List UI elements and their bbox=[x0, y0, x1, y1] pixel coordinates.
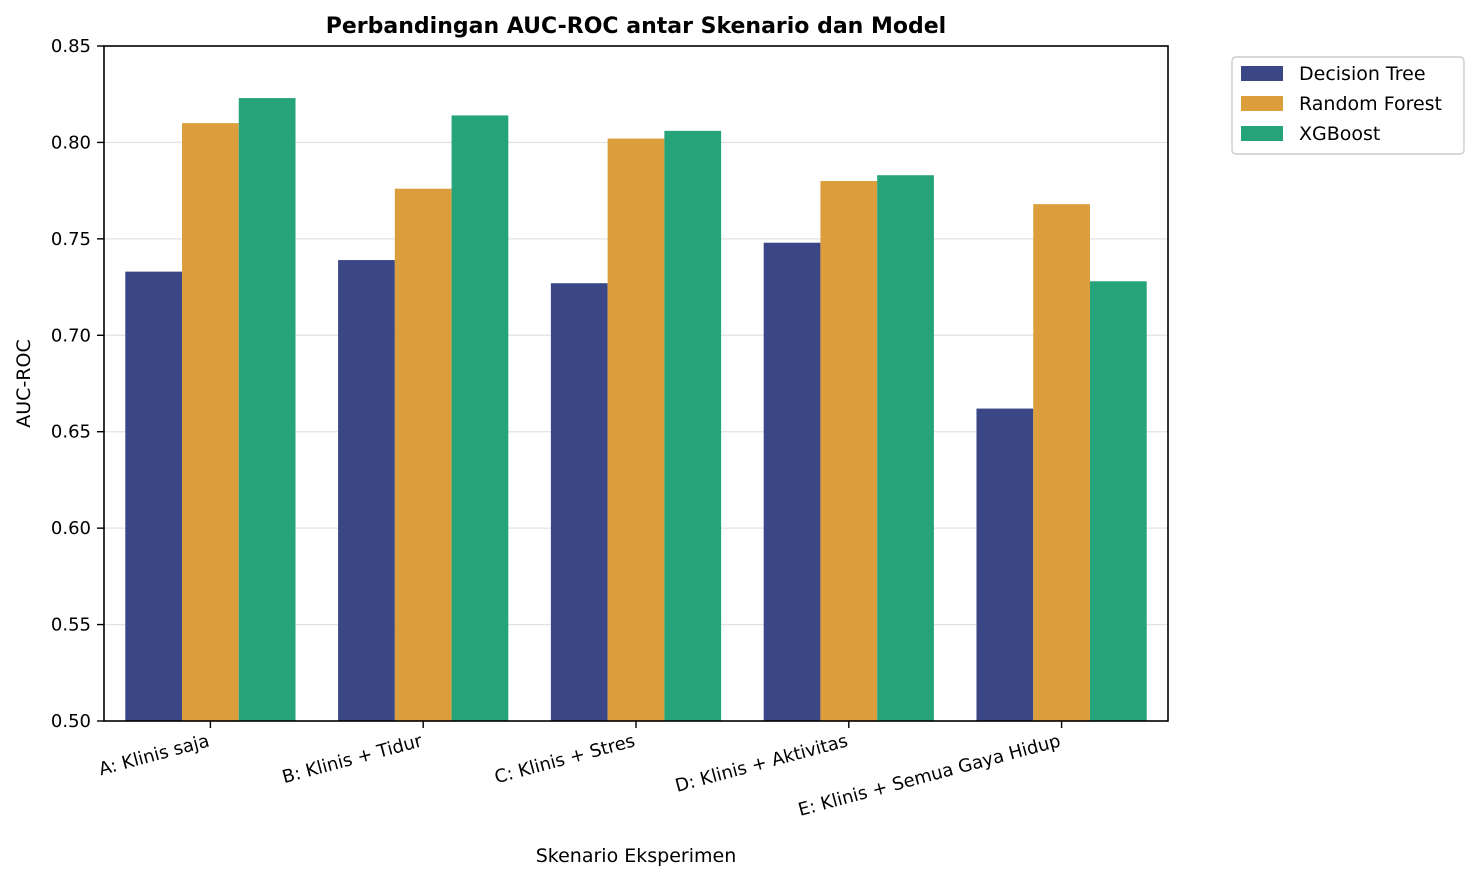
y-tick-label: 0.55 bbox=[51, 615, 91, 636]
legend-swatch bbox=[1241, 96, 1283, 111]
y-tick-label: 0.80 bbox=[51, 132, 91, 153]
x-tick-label: A: Klinis saja bbox=[97, 731, 212, 781]
legend: Decision Tree Random Forest XGBoost bbox=[1231, 56, 1465, 155]
bar-xgboost-3 bbox=[877, 175, 934, 721]
y-tick-label: 0.50 bbox=[51, 711, 91, 732]
x-axis-label: Skenario Eksperimen bbox=[536, 845, 737, 867]
y-tick-label: 0.85 bbox=[51, 36, 91, 57]
y-tick-label: 0.65 bbox=[51, 422, 91, 443]
x-axis-ticks: A: Klinis saja B: Klinis + Tidur C: Klinis… bbox=[97, 721, 1063, 821]
x-tick-label: C: Klinis + Stres bbox=[492, 731, 637, 789]
legend-swatch bbox=[1241, 66, 1283, 81]
legend-swatch bbox=[1241, 126, 1283, 141]
y-axis-label: AUC-ROC bbox=[13, 339, 35, 427]
bar-decision-tree-0 bbox=[125, 271, 183, 721]
y-axis-ticks: 0.50 0.55 0.60 0.65 0.70 0.75 0.80 0.85 bbox=[51, 36, 104, 732]
x-tick-label: D: Klinis + Aktivitas bbox=[673, 731, 850, 797]
bars bbox=[125, 98, 1147, 722]
bar-decision-tree-3 bbox=[763, 242, 821, 721]
x-tick-label: B: Klinis + Tidur bbox=[280, 730, 425, 788]
bar-xgboost-0 bbox=[238, 98, 296, 722]
bar-random-forest-2 bbox=[607, 138, 665, 722]
bar-random-forest-1 bbox=[394, 188, 452, 721]
legend-label: Random Forest bbox=[1299, 93, 1442, 115]
legend-label: Decision Tree bbox=[1299, 63, 1426, 85]
bar-random-forest-3 bbox=[820, 181, 878, 721]
chart-title: Perbandingan AUC-ROC antar Skenario dan … bbox=[326, 14, 946, 39]
bar-xgboost-4 bbox=[1089, 281, 1147, 721]
legend-label: XGBoost bbox=[1299, 123, 1380, 145]
y-tick-label: 0.60 bbox=[51, 518, 91, 539]
bar-random-forest-4 bbox=[1033, 204, 1090, 722]
bar-decision-tree-4 bbox=[976, 408, 1034, 721]
y-tick-label: 0.75 bbox=[51, 229, 91, 250]
bar-xgboost-2 bbox=[664, 130, 722, 721]
y-tick-label: 0.70 bbox=[51, 325, 91, 346]
bar-random-forest-0 bbox=[182, 123, 239, 721]
bar-decision-tree-2 bbox=[550, 283, 608, 721]
bar-decision-tree-1 bbox=[338, 260, 395, 721]
legend-box bbox=[1231, 56, 1465, 155]
bar-xgboost-1 bbox=[451, 115, 509, 721]
